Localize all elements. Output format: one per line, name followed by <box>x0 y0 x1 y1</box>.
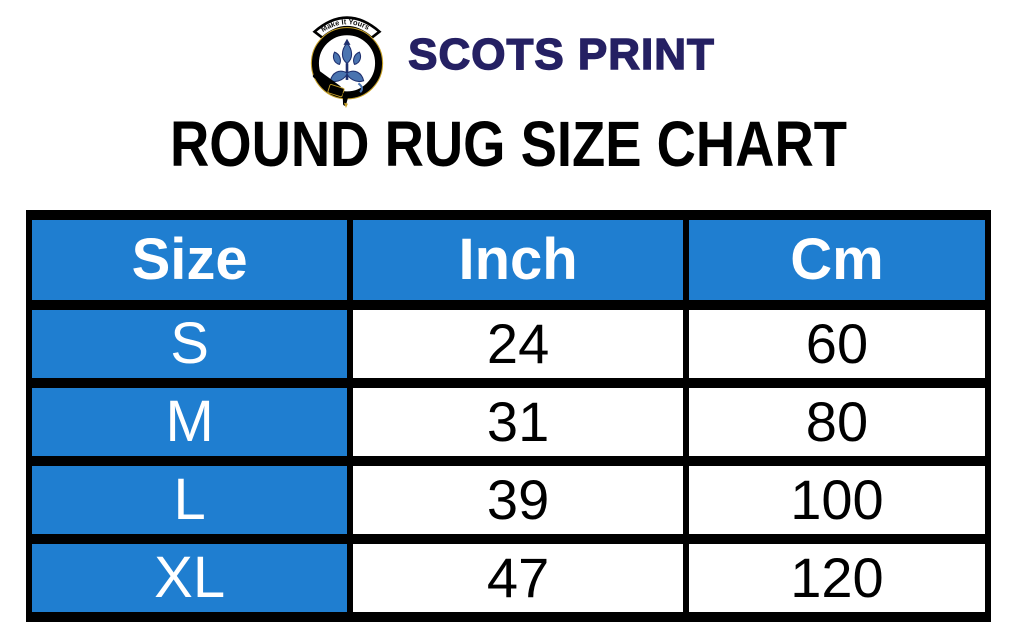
cm-cell: 60 <box>682 300 992 388</box>
column-header-cm: Cm <box>682 210 992 310</box>
table-row: L 39 100 <box>25 456 992 544</box>
column-header-inch: Inch <box>347 210 689 310</box>
table-header-row: Size Inch Cm <box>25 210 992 310</box>
page-title: ROUND RUG SIZE CHART <box>170 108 847 180</box>
cm-cell: 120 <box>682 534 992 622</box>
column-header-size: Size <box>25 210 354 310</box>
size-cell: XL <box>25 534 354 622</box>
table-row: XL 47 120 <box>25 534 992 622</box>
size-chart-table: Size Inch Cm S 24 60 M 31 80 L 39 100 XL… <box>25 210 992 622</box>
cm-cell: 100 <box>682 456 992 544</box>
table-row: M 31 80 <box>25 378 992 466</box>
inch-cell: 39 <box>347 456 689 544</box>
brand-crest-logo: Make It Yours <box>310 16 384 108</box>
size-cell: M <box>25 378 354 466</box>
table-row: S 24 60 <box>25 300 992 388</box>
inch-cell: 47 <box>347 534 689 622</box>
brand-header: Make It Yours SCOTS PRINT <box>0 0 1017 108</box>
cm-cell: 80 <box>682 378 992 466</box>
size-cell: L <box>25 456 354 544</box>
inch-cell: 24 <box>347 300 689 388</box>
inch-cell: 31 <box>347 378 689 466</box>
belt-buckle-icon <box>312 70 349 108</box>
brand-name: SCOTS PRINT <box>407 30 715 79</box>
size-cell: S <box>25 300 354 388</box>
